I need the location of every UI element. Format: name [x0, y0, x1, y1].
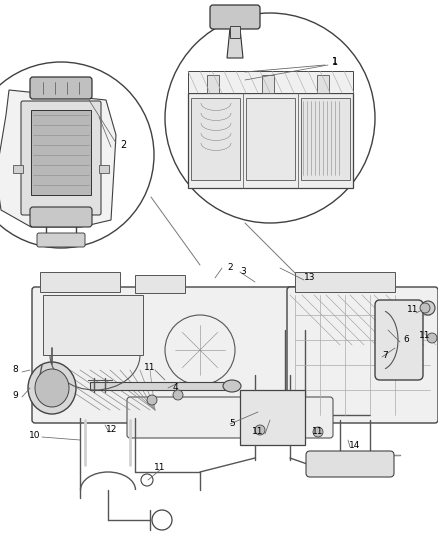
Circle shape [147, 395, 157, 405]
Text: 8: 8 [12, 366, 18, 375]
Text: 11: 11 [144, 364, 156, 373]
Text: 1: 1 [332, 58, 338, 67]
Text: 14: 14 [350, 440, 360, 449]
Circle shape [255, 425, 265, 435]
Text: 12: 12 [106, 425, 118, 434]
Bar [188, 93, 353, 188]
Text: 11: 11 [312, 427, 324, 437]
Text: 10: 10 [29, 431, 41, 440]
Text: 6: 6 [403, 335, 409, 344]
Text: 2: 2 [227, 262, 233, 271]
Bar [43, 295, 143, 355]
Text: 9: 9 [12, 391, 18, 400]
Text: 2: 2 [120, 140, 126, 150]
Bar [246, 98, 295, 180]
Text: 11: 11 [419, 330, 431, 340]
Bar [262, 75, 274, 93]
Text: 4: 4 [172, 384, 178, 392]
FancyBboxPatch shape [30, 207, 92, 227]
Bar [13, 165, 23, 173]
Text: 1: 1 [332, 57, 338, 67]
Ellipse shape [28, 362, 76, 414]
Bar [31, 110, 91, 195]
Text: 13: 13 [304, 273, 316, 282]
Bar [99, 165, 109, 173]
Bar [207, 75, 219, 93]
Bar [295, 272, 395, 292]
Circle shape [0, 62, 154, 248]
Polygon shape [0, 90, 116, 227]
FancyBboxPatch shape [127, 397, 333, 438]
Polygon shape [227, 28, 243, 58]
Text: 11: 11 [407, 305, 419, 314]
Bar [40, 272, 120, 292]
FancyBboxPatch shape [210, 5, 260, 29]
Bar [191, 98, 240, 180]
Circle shape [173, 390, 183, 400]
Circle shape [421, 301, 435, 315]
Ellipse shape [223, 380, 241, 392]
Text: 11: 11 [154, 464, 166, 472]
Text: 11: 11 [252, 427, 264, 437]
Circle shape [427, 333, 437, 343]
Bar [188, 71, 353, 93]
Bar [135, 275, 185, 293]
Text: 3: 3 [240, 268, 246, 277]
FancyBboxPatch shape [30, 77, 92, 99]
FancyBboxPatch shape [32, 287, 298, 423]
Circle shape [313, 427, 323, 437]
Circle shape [420, 303, 430, 313]
Bar [317, 75, 329, 93]
Bar [301, 98, 350, 180]
FancyBboxPatch shape [306, 451, 394, 477]
Bar [90, 382, 230, 390]
FancyBboxPatch shape [287, 287, 438, 423]
Bar [240, 390, 305, 445]
FancyBboxPatch shape [37, 233, 85, 247]
FancyBboxPatch shape [21, 101, 101, 215]
Ellipse shape [35, 369, 69, 407]
Text: 7: 7 [382, 351, 388, 359]
FancyBboxPatch shape [375, 300, 423, 380]
Circle shape [165, 13, 375, 223]
Text: 5: 5 [229, 419, 235, 429]
Polygon shape [230, 26, 240, 38]
